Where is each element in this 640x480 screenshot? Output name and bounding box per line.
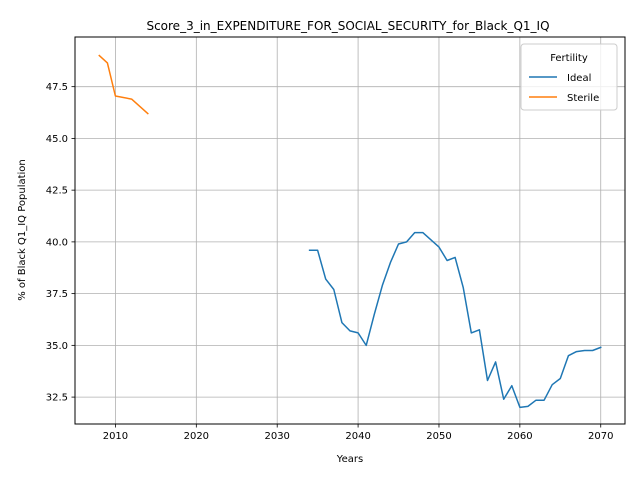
y-tick-label: 47.5 [46,82,68,93]
x-tick-label: 2060 [507,431,532,442]
y-tick-label: 40.0 [46,237,68,248]
legend-title: Fertility [550,53,588,64]
series-layer [98,54,602,409]
series-line-sterile [98,54,149,115]
x-tick-label: 2010 [103,431,128,442]
x-tick-label: 2040 [345,431,370,442]
x-tick-label: 2030 [264,431,289,442]
y-tick-label: 37.5 [46,289,68,300]
grid-lines [75,37,625,424]
legend: Fertility Ideal Sterile [520,43,618,111]
y-tick-label: 35.0 [46,341,68,352]
y-axis-label: % of Black Q1_IQ Population [17,159,28,301]
y-tick-label: 45.0 [46,134,68,145]
y-tick-label: 32.5 [46,393,68,404]
chart-title: Score_3_in_EXPENDITURE_FOR_SOCIAL_SECURI… [146,19,549,33]
y-tick-label: 42.5 [46,186,68,197]
x-tick-label: 2050 [426,431,451,442]
x-tick-label: 2020 [184,431,209,442]
plot-frame [74,36,626,425]
y-axis: 32.5 35.0 37.5 40.0 42.5 45.0 47.5 [46,82,75,404]
legend-label-sterile: Sterile [567,93,599,104]
x-tick-label: 2070 [588,431,613,442]
series-line-ideal [308,231,602,409]
legend-box [520,43,618,111]
x-axis: 2010 2020 2030 2040 2050 2060 2070 [103,424,613,442]
x-axis-label: Years [336,454,363,465]
legend-label-ideal: Ideal [567,73,591,84]
